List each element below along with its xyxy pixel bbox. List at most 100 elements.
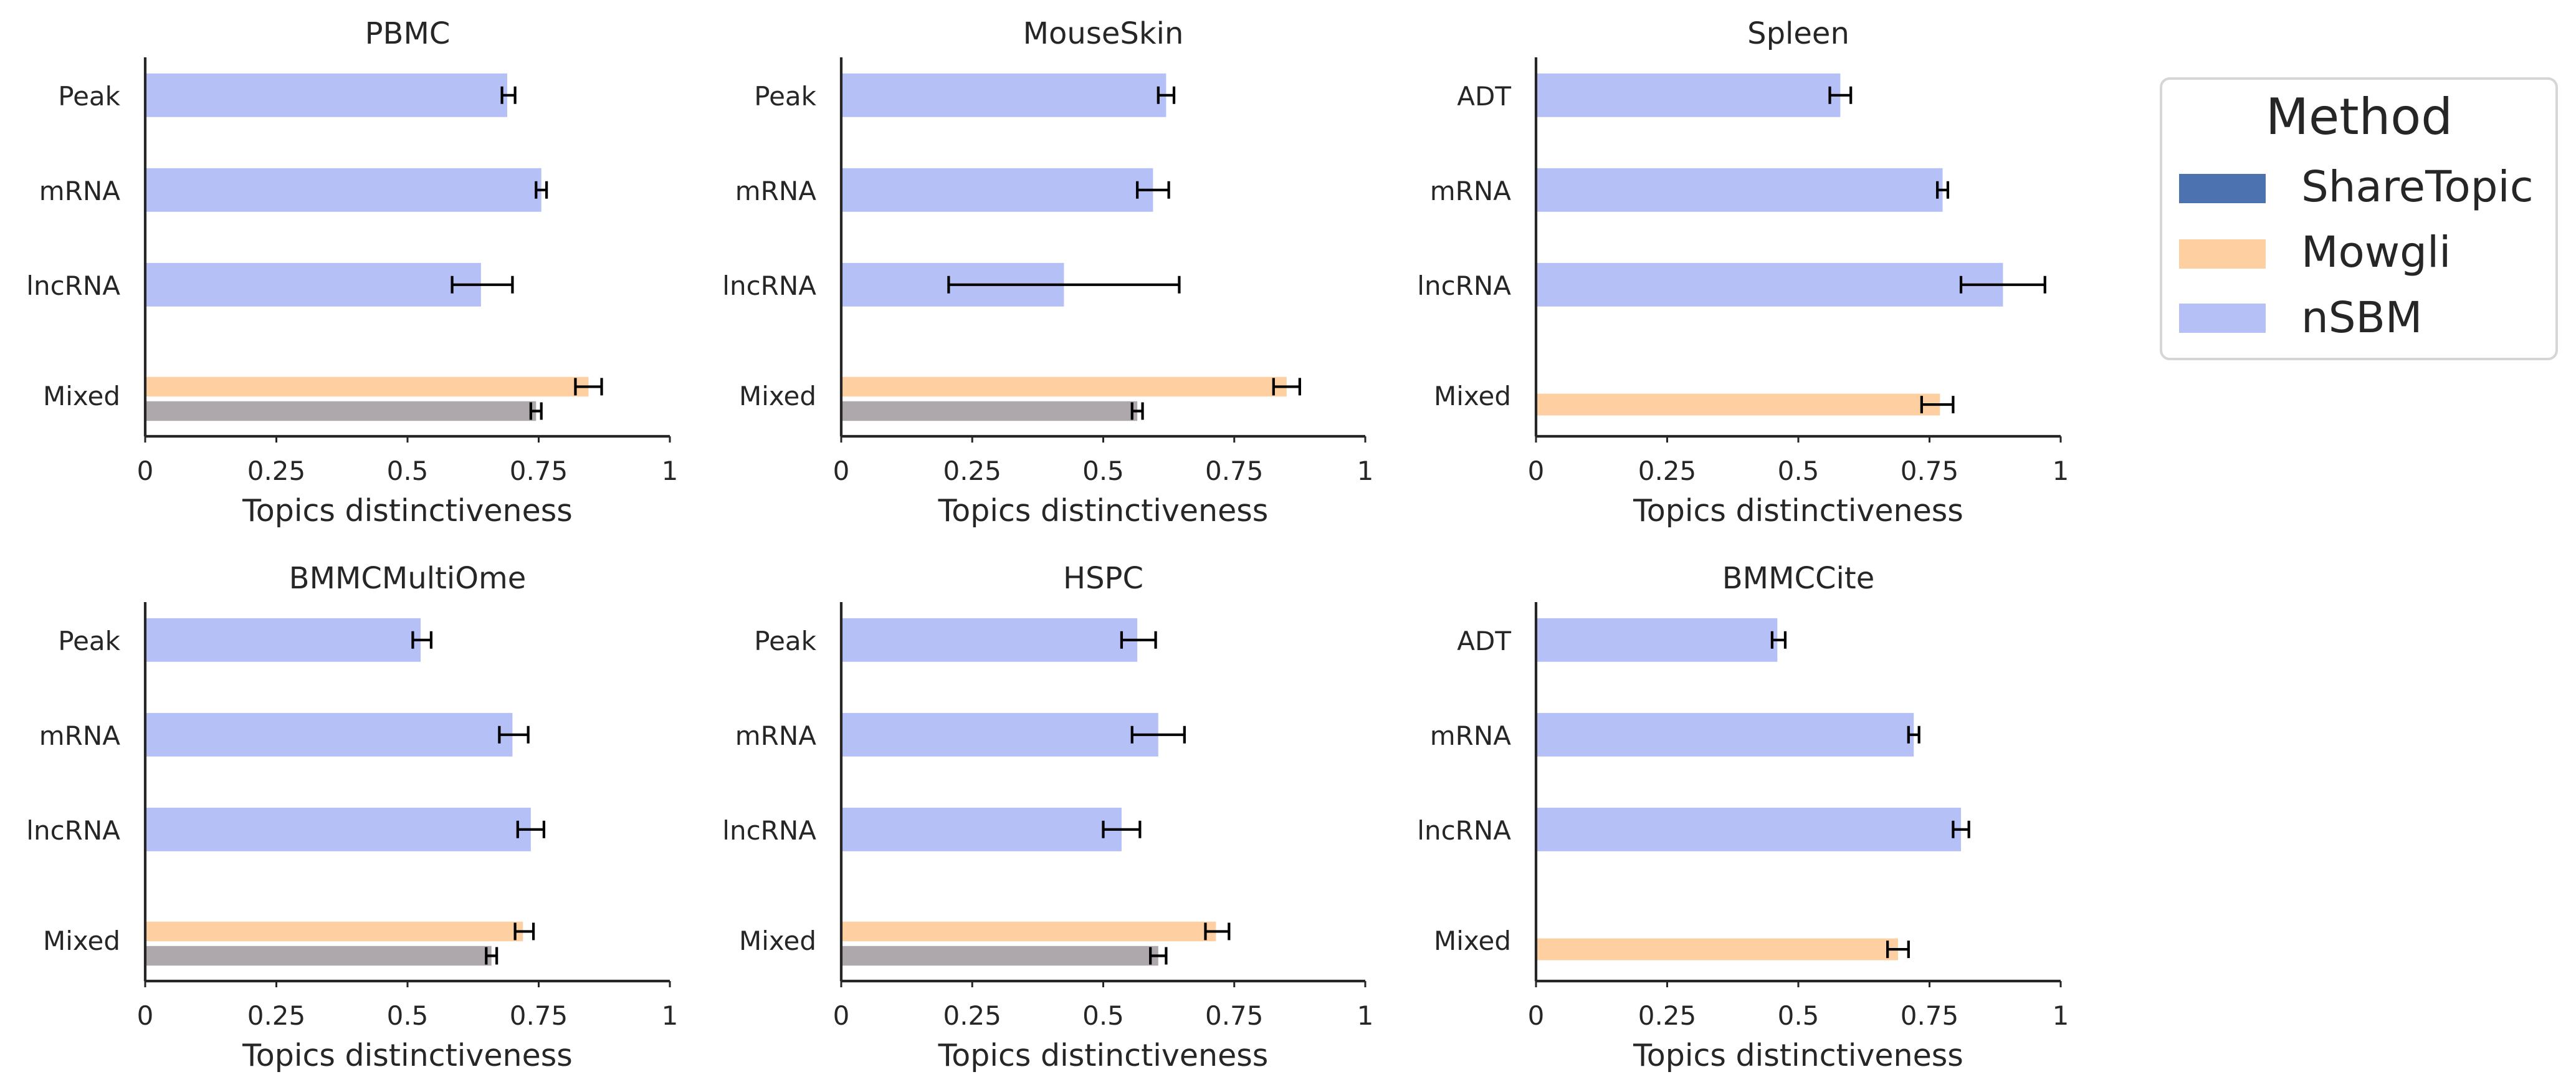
category-label-peak: Peak [754,626,816,656]
errorbar-nsbm-lncrna [1102,820,1142,838]
panel-title: BMMCCite [1722,561,1874,596]
category-label-peak: Peak [58,626,120,656]
errorbar-nsbm-mrna [1936,181,1950,199]
x-tick-label: 0.75 [1205,456,1264,486]
category-label-mrna: mRNA [1430,721,1512,751]
bar-nsbm-peak [841,618,1138,662]
errorbar-mowgli-mixed [1920,396,1955,414]
x-tick-label: 1 [1357,456,1374,486]
errorbar-mowgli-mixed [1886,941,1910,959]
x-tick-label: 1 [662,456,679,486]
category-label-mixed: Mixed [1434,926,1511,956]
errorbar-sharetopic-mixed [529,402,543,420]
errorbar-nsbm-mrna [1907,726,1920,744]
bar-mowgli-mixed [1536,938,1898,960]
category-label-mixed: Mixed [739,381,816,411]
x-tick-label: 0.75 [1901,456,1959,486]
x-tick-label: 1 [1357,1000,1374,1031]
category-label-lncrna: lncRNA [26,815,120,846]
x-axis-label: Topics distinctiveness [938,1038,1269,1073]
panel-bmmcmultiome: BMMCMultiOme Peak mRNA lncRNA Mixed 0 0.25 0.5 0… [26,561,678,1073]
legend-title: Method [2266,88,2453,146]
bar-mowgli-mixed [145,376,589,397]
errorbar-nsbm-lncrna [1959,275,2046,294]
bar-mowgli-mixed [841,921,1216,942]
errorbar-nsbm-mrna [1136,181,1170,199]
bar-nsbm-mrna [841,712,1158,757]
panel-title: PBMC [365,16,451,51]
category-label-mixed: Mixed [739,926,816,956]
errorbar-mowgli-mixed [1272,378,1301,396]
x-axis-label: Topics distinctiveness [938,493,1269,529]
errorbar-nsbm-lncrna [947,275,1181,294]
legend-swatch-mowgli [2179,239,2266,269]
panel-bmmccite: BMMCCite ADT mRNA lncRNA Mixed 0 0.25 0.5 0.75 1 T… [1417,561,2069,1073]
errorbar-nsbm-adt [1770,631,1787,649]
category-label-mrna: mRNA [1430,176,1512,206]
legend-swatch-sharetopic [2179,174,2266,203]
bar-nsbm-lncrna [145,262,481,307]
x-tick-label: 0.25 [247,456,306,486]
bar-sharetopic-mixed [145,946,492,966]
x-axis-label: Topics distinctiveness [242,493,573,529]
bar-nsbm-lncrna [1536,262,2003,307]
errorbar-nsbm-mrna [1130,726,1186,744]
errorbar-sharetopic-mixed [485,947,499,965]
errorbar-nsbm-adt [1828,86,1853,104]
x-tick-label: 0.25 [943,456,1001,486]
panel-mouseskin: MouseSkin Peak mRNA lncRNA Mixed 0 0.25 0.5 0.75… [722,16,1373,529]
panel-title: Spleen [1747,16,1849,51]
x-tick-label: 0.5 [387,456,429,486]
errorbar-mowgli-mixed [513,922,535,941]
legend-label-mowgli: Mowgli [2301,228,2451,277]
bar-sharetopic-mixed [841,401,1138,421]
x-tick-label: 0.25 [1638,1000,1697,1031]
errorbar-nsbm-lncrna [1952,820,1970,838]
x-tick-label: 1 [662,1000,679,1031]
category-label-mixed: Mixed [1434,381,1511,411]
x-tick-label: 0.25 [1638,456,1697,486]
x-tick-label: 0.5 [1082,456,1124,486]
errorbar-nsbm-lncrna [516,820,546,838]
bar-nsbm-mrna [145,712,513,757]
bar-nsbm-lncrna [841,807,1122,851]
category-label-adt: ADT [1457,626,1511,656]
panel-title: HSPC [1063,561,1143,596]
legend-frame [2160,77,2558,360]
panel-pbmc: PBMC Peak mRNA lncRNA Mixed 0 0.25 0.5 0.75 1 Topi… [26,16,678,529]
bar-nsbm-mrna [1536,168,1943,212]
legend: Method ShareTopic Mowgli nSBM [2160,77,2558,360]
category-label-peak: Peak [58,81,120,112]
x-tick-label: 0.25 [247,1000,306,1031]
category-label-mrna: mRNA [735,721,817,751]
errorbar-mowgli-mixed [574,378,603,396]
x-tick-label: 0.5 [1778,1000,1820,1031]
x-tick-label: 0.5 [1082,1000,1124,1031]
bar-nsbm-mrna [1536,712,1914,757]
category-label-peak: Peak [754,81,816,112]
x-tick-label: 0.5 [1778,456,1820,486]
x-tick-label: 0 [137,456,154,486]
category-label-mrna: mRNA [39,176,121,206]
x-tick-label: 0 [833,1000,850,1031]
legend-label-sharetopic: ShareTopic [2301,162,2534,212]
category-label-lncrna: lncRNA [26,271,120,301]
x-tick-label: 0 [1528,456,1545,486]
errorbar-nsbm-peak [1157,86,1176,104]
x-tick-label: 0.75 [510,1000,568,1031]
category-label-mixed: Mixed [43,381,120,411]
errorbar-nsbm-peak [411,631,432,649]
bar-nsbm-peak [145,618,421,662]
x-tick-label: 0.75 [510,456,568,486]
bar-nsbm-lncrna [145,807,531,851]
errorbar-nsbm-peak [1120,631,1157,649]
x-tick-label: 0 [1528,1000,1545,1031]
errorbar-nsbm-mrna [498,726,530,744]
errorbar-sharetopic-mixed [1130,402,1144,420]
x-axis-label: Topics distinctiveness [1633,1038,1963,1073]
bar-nsbm-peak [841,73,1166,117]
legend-swatch-nsbm [2179,304,2266,333]
x-tick-label: 0 [833,456,850,486]
bar-mowgli-mixed [1536,393,1940,416]
